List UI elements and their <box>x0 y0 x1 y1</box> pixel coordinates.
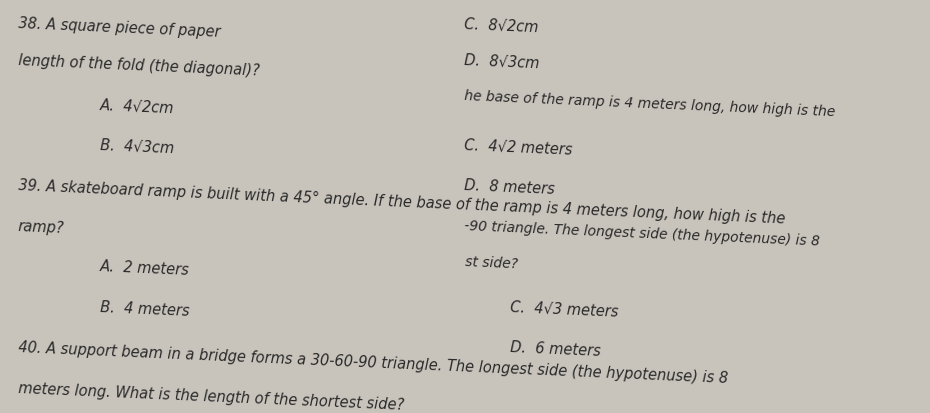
Text: D.  8 meters: D. 8 meters <box>464 178 555 197</box>
Text: C.  8√2cm: C. 8√2cm <box>464 16 539 35</box>
Text: ramp?: ramp? <box>18 218 64 236</box>
Text: 38. A square piece of paper: 38. A square piece of paper <box>18 16 220 40</box>
Text: B.  4 meters: B. 4 meters <box>100 299 190 318</box>
Text: st side?: st side? <box>464 255 518 271</box>
Text: B.  4√3cm: B. 4√3cm <box>100 138 174 156</box>
Text: A.  4√2cm: A. 4√2cm <box>100 97 175 116</box>
Text: D.  8√3cm: D. 8√3cm <box>464 53 540 71</box>
Text: C.  4√2 meters: C. 4√2 meters <box>464 138 573 157</box>
Text: 39. A skateboard ramp is built with a 45° angle. If the base of the ramp is 4 me: 39. A skateboard ramp is built with a 45… <box>18 178 785 227</box>
Text: length of the fold (the diagonal)?: length of the fold (the diagonal)? <box>18 53 259 78</box>
Text: A.  2 meters: A. 2 meters <box>100 259 190 278</box>
Text: 40. A support beam in a bridge forms a 30-60-90 triangle. The longest side (the : 40. A support beam in a bridge forms a 3… <box>18 340 728 386</box>
Text: he base of the ramp is 4 meters long, how high is the: he base of the ramp is 4 meters long, ho… <box>464 89 836 119</box>
Text: -90 triangle. The longest side (the hypotenuse) is 8: -90 triangle. The longest side (the hypo… <box>464 218 820 248</box>
Text: D.  6 meters: D. 6 meters <box>510 340 601 359</box>
Text: C.  4√3 meters: C. 4√3 meters <box>510 299 618 319</box>
Text: meters long. What is the length of the shortest side?: meters long. What is the length of the s… <box>18 380 405 412</box>
